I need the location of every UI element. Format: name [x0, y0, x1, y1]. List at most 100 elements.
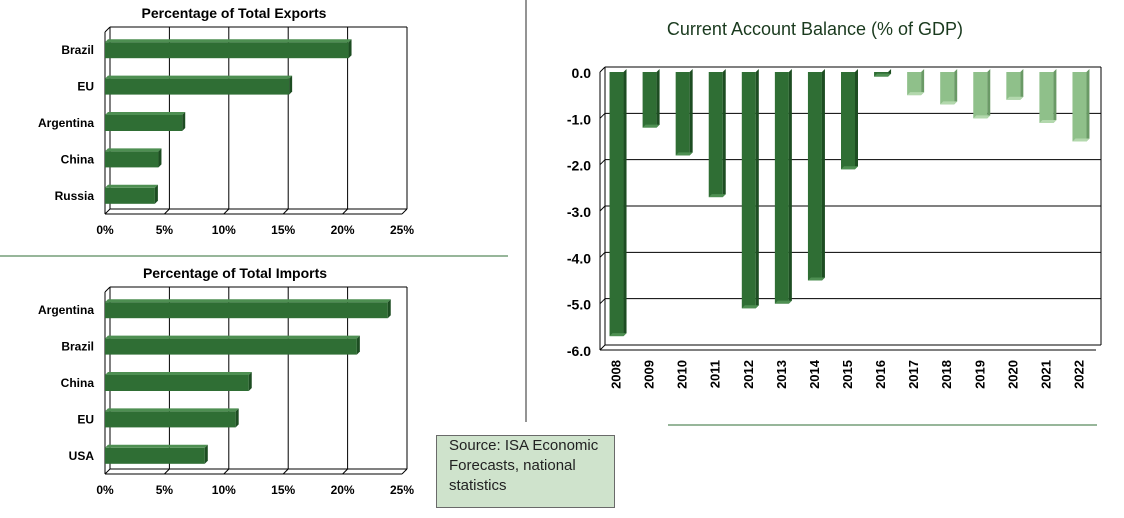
- exports-chart-title: Percentage of Total Exports: [142, 5, 327, 21]
- axis-depth-edge: [104, 26, 111, 33]
- x-tick-label: 2009: [642, 360, 657, 389]
- bar-top-face: [105, 444, 208, 448]
- bar-end-face: [907, 92, 925, 96]
- floor-gridline: [401, 468, 408, 475]
- forecast-bar: [1072, 72, 1087, 142]
- current-account-chart: Current Account Balance (% of GDP) 0.0 -1…: [567, 19, 1102, 389]
- bar-top-face: [105, 408, 239, 412]
- y-tick-label: EU: [77, 412, 94, 426]
- wall-gridline: [599, 159, 606, 166]
- bar-side-face: [722, 69, 726, 198]
- x-tick-label: 10%: [212, 223, 236, 237]
- forecast-bar: [1039, 72, 1054, 123]
- x-tick-label: 20%: [331, 223, 355, 237]
- bar: [774, 72, 789, 304]
- bar-side-face: [855, 69, 858, 170]
- imports-chart-title: Percentage of Total Imports: [143, 265, 327, 281]
- bar-end-face: [807, 277, 825, 281]
- x-tick-label: 2014: [807, 359, 822, 389]
- bar: [609, 72, 624, 337]
- x-tick-label: 2016: [873, 360, 888, 389]
- x-tick-label: 2022: [1071, 360, 1086, 389]
- x-tick-label: 2019: [972, 360, 987, 389]
- bar: [105, 151, 159, 168]
- x-tick-label: 2008: [609, 360, 624, 389]
- bar-side-face: [921, 69, 925, 96]
- x-tick-label: 2017: [906, 360, 921, 389]
- bar-end-face: [356, 335, 360, 355]
- x-tick-label: 0%: [96, 483, 114, 497]
- forecast-bar: [907, 72, 922, 96]
- bar-side-face: [1086, 69, 1090, 142]
- x-tick-label: 25%: [390, 223, 414, 237]
- x-tick-label: 2013: [774, 360, 789, 389]
- forecast-bar: [1006, 72, 1021, 100]
- bar-end-face: [741, 305, 759, 309]
- exports-chart: Percentage of Total Exports 0% 5% 10% 15% 20…: [38, 5, 414, 237]
- axis-depth-edge: [104, 286, 111, 293]
- x-tick-label: 2020: [1005, 360, 1020, 389]
- y-tick-label: -5.0: [567, 297, 591, 313]
- wall-gridline: [599, 112, 606, 119]
- bar-side-face: [755, 69, 759, 309]
- bar-end-face: [235, 408, 239, 428]
- bar-end-face: [154, 184, 158, 204]
- bar-end-face: [642, 124, 660, 128]
- bar-top-face: [105, 335, 360, 339]
- floor-gridline: [104, 208, 111, 215]
- bar: [105, 115, 183, 131]
- floor-gridline: [223, 208, 230, 215]
- bar-top-face: [105, 184, 158, 188]
- floor-gridline: [223, 468, 230, 475]
- bar-end-face: [774, 300, 792, 304]
- y-tick-label: -4.0: [567, 250, 591, 266]
- y-tick-label: -2.0: [567, 158, 591, 174]
- x-tick-label: 2010: [675, 360, 690, 389]
- wall-gridline: [599, 298, 606, 305]
- y-tick-label: Argentina: [38, 303, 94, 317]
- bar-end-face: [182, 112, 186, 131]
- bar-top-face: [105, 148, 162, 152]
- bar-end-face: [289, 75, 293, 95]
- x-tick-label: 2018: [939, 360, 954, 389]
- bar-side-face: [689, 69, 693, 156]
- floor-gridline: [282, 208, 289, 215]
- y-tick-label: Brazil: [61, 43, 94, 57]
- wall-gridline: [599, 251, 606, 258]
- wall-gridline: [599, 344, 606, 351]
- bar-end-face: [675, 152, 693, 156]
- y-tick-label: Russia: [55, 189, 95, 203]
- bar: [642, 72, 657, 128]
- x-tick-label: 10%: [212, 483, 236, 497]
- bar-end-face: [708, 194, 726, 198]
- y-tick-label: -1.0: [567, 111, 591, 127]
- bar: [105, 411, 236, 428]
- bar-end-face: [387, 299, 391, 319]
- x-tick-label: 5%: [156, 483, 174, 497]
- x-tick-label: 0%: [96, 223, 114, 237]
- bar-end-face: [1006, 96, 1024, 100]
- floor-gridline: [104, 468, 111, 475]
- bar-top-face: [105, 39, 352, 43]
- y-tick-label: USA: [69, 449, 95, 463]
- bar: [807, 72, 822, 281]
- y-tick-label: China: [61, 376, 95, 390]
- bar-end-face: [874, 73, 892, 77]
- bar-side-face: [788, 69, 792, 304]
- bar-end-face: [348, 39, 352, 59]
- bar-side-face: [821, 69, 825, 281]
- y-tick-label: Brazil: [61, 340, 94, 354]
- bar: [841, 72, 855, 170]
- floor-gridline: [342, 468, 348, 475]
- floor-gridline: [164, 468, 170, 475]
- x-tick-label: 2021: [1038, 360, 1053, 389]
- bar-side-face: [1053, 69, 1057, 123]
- bar-side-face: [623, 69, 627, 337]
- x-tick-label: 15%: [271, 223, 295, 237]
- x-tick-label: 5%: [156, 223, 174, 237]
- x-tick-label: 15%: [271, 483, 295, 497]
- bar: [105, 338, 357, 355]
- y-tick-label: EU: [77, 80, 94, 94]
- floor-gridline: [342, 208, 348, 215]
